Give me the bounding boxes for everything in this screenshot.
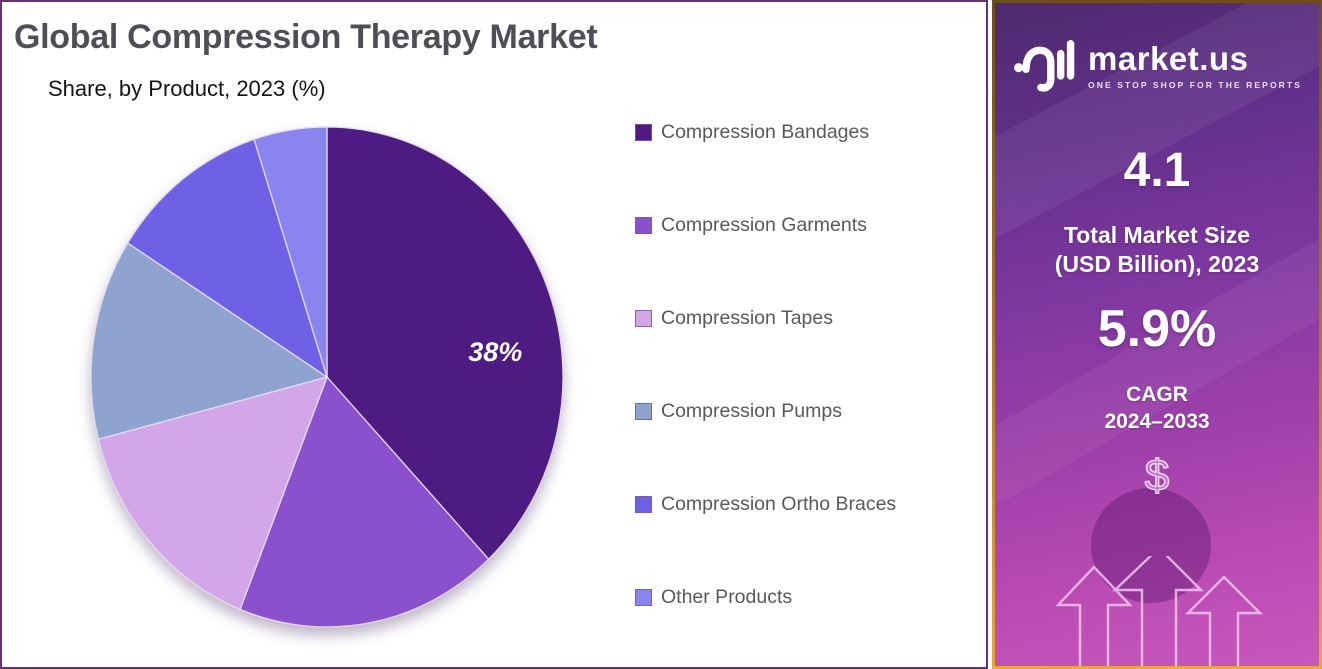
pie-slice-1 (326, 126, 564, 561)
page-subtitle: Share, by Product, 2023 (%) (48, 76, 326, 101)
cagr-label-line1: CAGR (1126, 382, 1188, 406)
legend-item: Compression Tapes (635, 307, 896, 330)
brand-name: market.us (1088, 40, 1249, 77)
market-size-label-line1: Total Market Size (1063, 222, 1251, 248)
legend-swatch (635, 217, 652, 234)
market-size-label: Total Market Size (USD Billion), 2023 (995, 221, 1319, 279)
pie-slice-5 (126, 138, 329, 379)
pie-slice-3 (97, 376, 329, 611)
legend-swatch (635, 403, 652, 420)
market-us-logo-icon (1014, 40, 1075, 92)
cagr-label-line2: 2024–2033 (1104, 409, 1210, 433)
legend-item: Compression Bandages (635, 121, 896, 144)
cagr-label: CAGR 2024–2033 (995, 381, 1319, 436)
pie-slice-6 (253, 126, 328, 378)
legend-item: Compression Pumps (635, 400, 896, 423)
dollar-sign-icon: $ (1144, 450, 1170, 501)
legend-swatch (635, 124, 652, 141)
legend-label: Other Products (661, 586, 793, 608)
legend-item: Compression Ortho Braces (635, 493, 896, 516)
sidebar-background: market.us ONE STOP SHOP FOR THE REPORTS … (995, 3, 1319, 666)
brand-text-block: market.us ONE STOP SHOP FOR THE REPORTS (1088, 42, 1302, 90)
pie-chart: 38% (90, 126, 564, 628)
cagr-value: 5.9% (1097, 299, 1217, 358)
legend-swatch (635, 589, 652, 606)
page-title: Global Compression Therapy Market (14, 18, 598, 56)
growth-arrows-icon (1055, 556, 1263, 666)
legend-label: Compression Garments (661, 214, 867, 236)
brand-tagline: ONE STOP SHOP FOR THE REPORTS (1088, 80, 1302, 90)
market-size-label-line2: (USD Billion), 2023 (1054, 250, 1260, 277)
legend-swatch (635, 496, 652, 513)
brand-logo: market.us ONE STOP SHOP FOR THE REPORTS (995, 33, 1319, 99)
legend-label: Compression Pumps (661, 400, 842, 422)
legend-swatch (635, 310, 652, 327)
pie-data-label: 38% (468, 337, 522, 367)
legend-label: Compression Ortho Braces (661, 493, 897, 515)
legend: Compression Bandages Compression Garments… (635, 121, 896, 609)
sidebar-panel: market.us ONE STOP SHOP FOR THE REPORTS … (992, 0, 1322, 669)
legend-label: Compression Tapes (661, 307, 833, 329)
chart-panel: Global Compression Therapy Market Share,… (0, 0, 988, 669)
pie-slice-2 (239, 375, 490, 628)
legend-label: Compression Bandages (661, 121, 870, 143)
legend-item: Compression Garments (635, 214, 896, 237)
pie-slice-4 (90, 242, 329, 441)
legend-item: Other Products (635, 586, 896, 609)
market-size-value: 4.1 (1123, 144, 1191, 197)
